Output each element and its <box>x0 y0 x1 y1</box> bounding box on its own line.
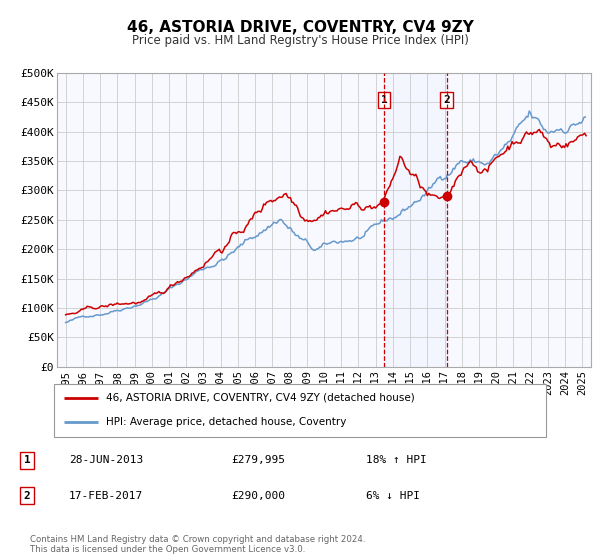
Text: 6% ↓ HPI: 6% ↓ HPI <box>366 491 420 501</box>
Text: 18% ↑ HPI: 18% ↑ HPI <box>366 455 427 465</box>
Text: 46, ASTORIA DRIVE, COVENTRY, CV4 9ZY: 46, ASTORIA DRIVE, COVENTRY, CV4 9ZY <box>127 20 473 35</box>
Text: Price paid vs. HM Land Registry's House Price Index (HPI): Price paid vs. HM Land Registry's House … <box>131 34 469 46</box>
Text: 1: 1 <box>381 95 388 105</box>
Text: 2: 2 <box>443 95 450 105</box>
Text: 46, ASTORIA DRIVE, COVENTRY, CV4 9ZY (detached house): 46, ASTORIA DRIVE, COVENTRY, CV4 9ZY (de… <box>106 393 415 403</box>
Text: 17-FEB-2017: 17-FEB-2017 <box>69 491 143 501</box>
FancyBboxPatch shape <box>54 384 546 437</box>
Text: £290,000: £290,000 <box>231 491 285 501</box>
Text: 1: 1 <box>23 455 31 465</box>
Text: 2: 2 <box>23 491 31 501</box>
Bar <box>384 73 446 367</box>
Text: HPI: Average price, detached house, Coventry: HPI: Average price, detached house, Cove… <box>106 417 346 427</box>
Text: £279,995: £279,995 <box>231 455 285 465</box>
Text: 28-JUN-2013: 28-JUN-2013 <box>69 455 143 465</box>
Text: Contains HM Land Registry data © Crown copyright and database right 2024.
This d: Contains HM Land Registry data © Crown c… <box>30 535 365 554</box>
